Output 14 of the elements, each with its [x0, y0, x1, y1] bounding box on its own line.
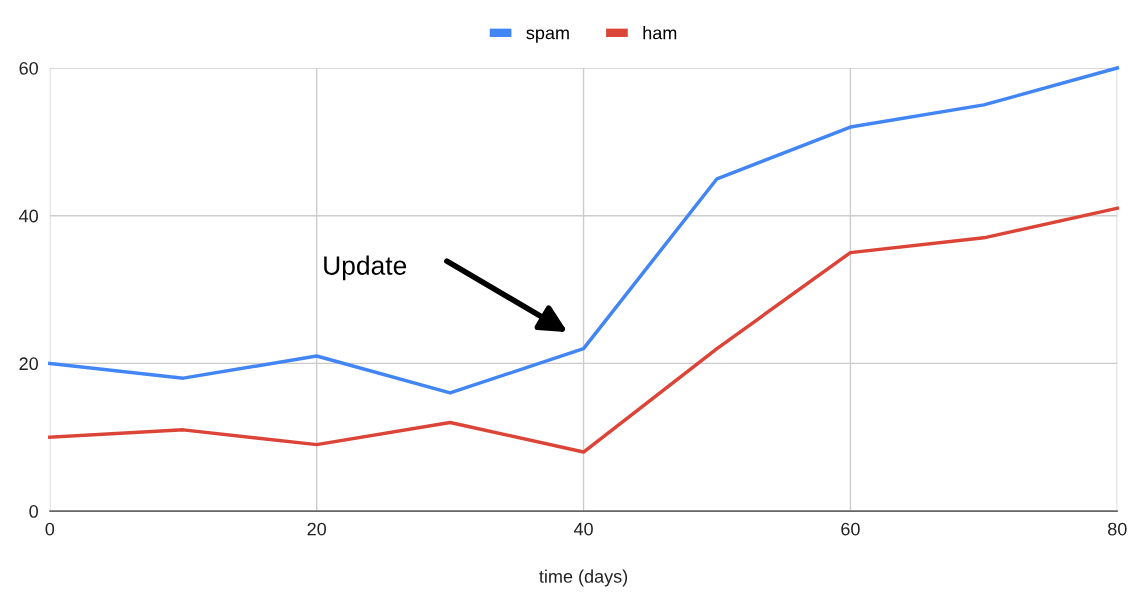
y-tick-label: 60 [19, 61, 38, 75]
x-tick-label: 80 [1108, 522, 1127, 536]
x-tick-label: 0 [45, 522, 55, 536]
y-tick-label: 40 [19, 209, 38, 223]
line-series [48, 206, 1120, 454]
legend-label: spam [526, 29, 569, 43]
x-axis-title: time (days) [539, 569, 628, 587]
x-tick-label: 40 [573, 522, 593, 536]
x-tick-label: 60 [841, 522, 860, 536]
annotation: Update [324, 255, 407, 281]
y-tick-label: 0 [29, 505, 38, 518]
x-tick-label: 20 [307, 522, 327, 536]
y-tick-label: 20 [19, 357, 38, 371]
legend-label: ham [643, 26, 677, 40]
